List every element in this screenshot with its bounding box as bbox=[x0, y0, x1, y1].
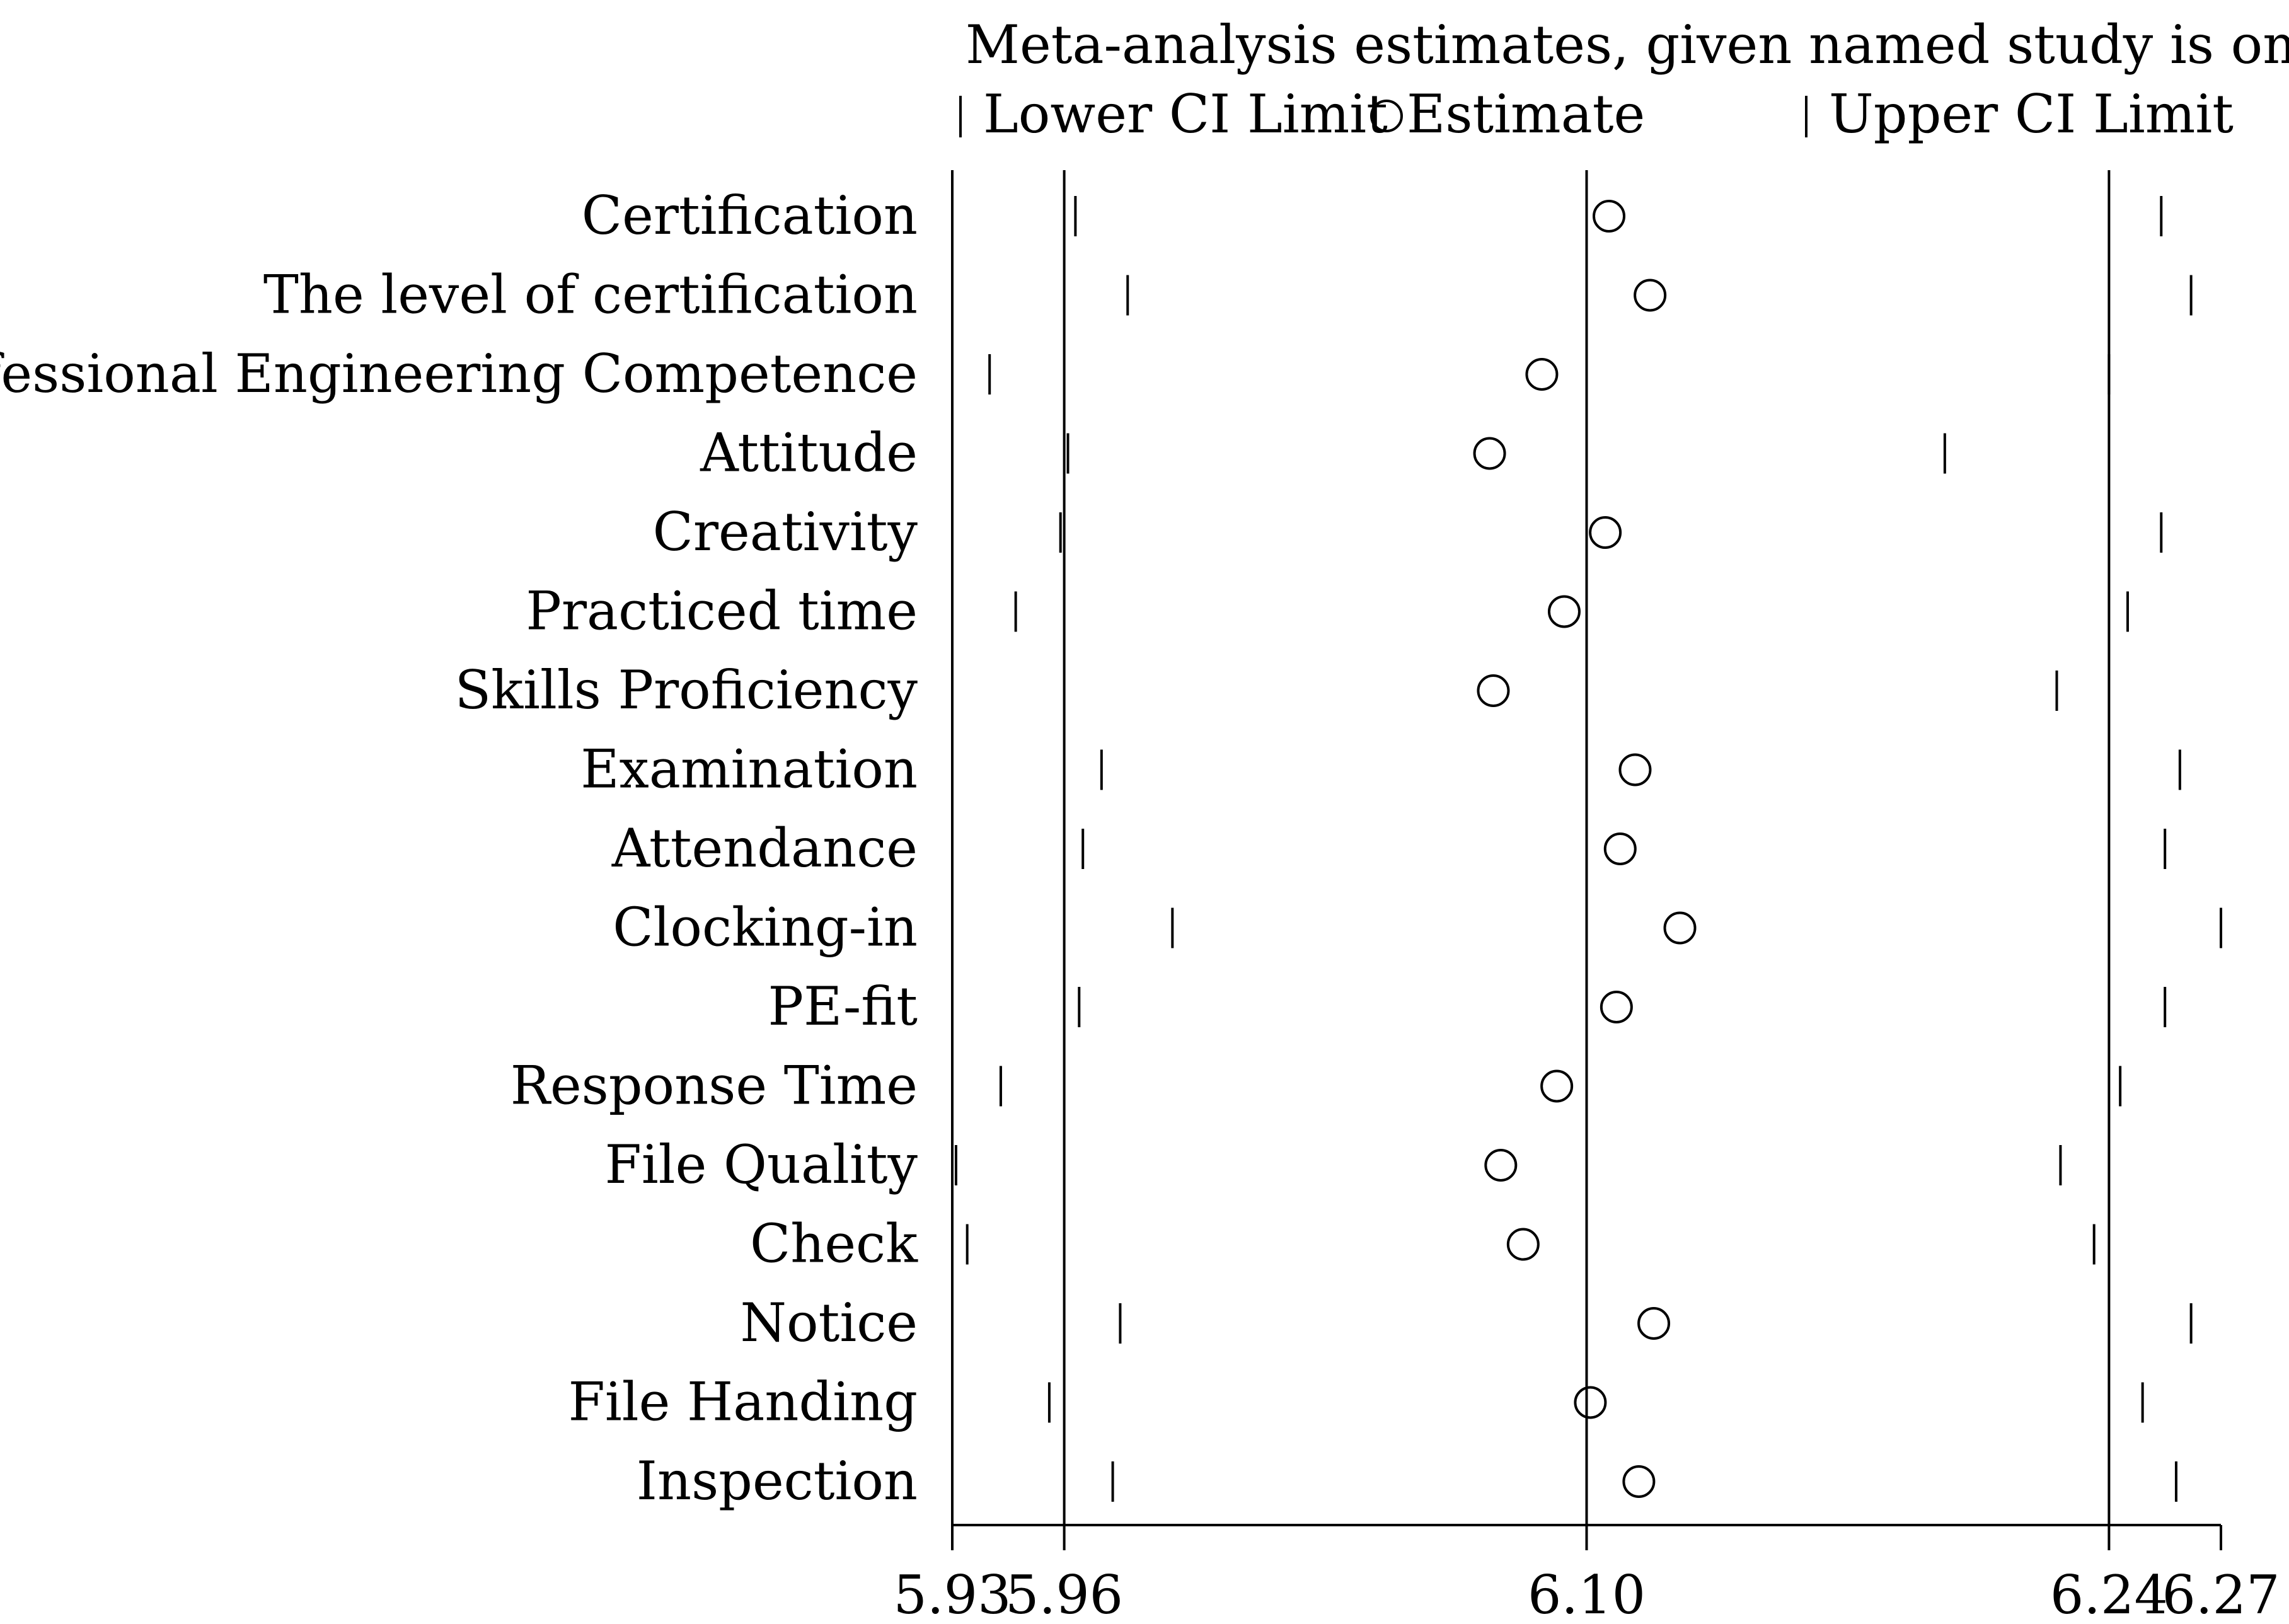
legend-estimate-label: Estimate bbox=[1407, 83, 1645, 145]
estimate-marker bbox=[1473, 437, 1506, 470]
estimate-marker bbox=[1477, 674, 1510, 707]
x-tick-label: 5.96 bbox=[1005, 1564, 1123, 1624]
estimate-marker bbox=[1634, 279, 1667, 312]
estimate-marker bbox=[1622, 1465, 1656, 1498]
study-label: Practiced time bbox=[526, 580, 918, 642]
estimate-marker bbox=[1506, 1228, 1540, 1261]
x-tick-label: 6.24 bbox=[2050, 1564, 2168, 1624]
legend-estimate-marker bbox=[1370, 100, 1403, 132]
estimate-marker bbox=[1547, 595, 1581, 628]
study-label: Skills Proficiency bbox=[455, 659, 918, 721]
study-label: Attitude bbox=[700, 422, 918, 484]
x-tick-label: 6.27 bbox=[2162, 1564, 2280, 1624]
chart-title: Meta-analysis estimates, given named stu… bbox=[966, 14, 2289, 76]
study-label: File Handing bbox=[568, 1371, 918, 1433]
estimate-marker bbox=[1574, 1386, 1607, 1419]
x-tick-label: 6.10 bbox=[1528, 1564, 1646, 1624]
estimate-marker bbox=[1618, 753, 1652, 786]
estimate-marker bbox=[1637, 1307, 1671, 1340]
study-label: Professional Engineering Competence bbox=[0, 343, 918, 405]
study-label: Creativity bbox=[653, 501, 918, 563]
study-label: Response Time bbox=[510, 1055, 918, 1117]
study-label: Examination bbox=[580, 739, 918, 800]
study-label: Check bbox=[750, 1213, 918, 1275]
estimate-marker bbox=[1600, 991, 1633, 1023]
plot-area: 5.935.96 6.10 6.246.27 Certification The lev… bbox=[0, 170, 2280, 1624]
legend-lower-label: Lower CI Limit bbox=[983, 83, 1388, 145]
estimate-marker bbox=[1589, 516, 1622, 549]
estimate-marker bbox=[1525, 358, 1559, 391]
study-label: Inspection bbox=[637, 1450, 918, 1512]
x-tick-label: 5.93 bbox=[893, 1564, 1011, 1624]
estimate-marker bbox=[1593, 200, 1626, 233]
study-label: Clocking-in bbox=[613, 897, 918, 959]
legend: Lower CI Limit Estimate Upper CI Limit bbox=[959, 83, 2234, 145]
estimate-marker bbox=[1484, 1149, 1518, 1182]
study-label: Certification bbox=[582, 185, 918, 246]
estimate-marker bbox=[1603, 832, 1637, 865]
legend-upper-label: Upper CI Limit bbox=[1829, 83, 2234, 145]
study-label: PE-fit bbox=[768, 976, 918, 1037]
study-label: Notice bbox=[741, 1292, 918, 1354]
study-label: Attendance bbox=[611, 817, 918, 879]
estimate-marker bbox=[1540, 1069, 1574, 1103]
study-label: The level of certification bbox=[263, 264, 918, 326]
study-label: File Quality bbox=[605, 1134, 918, 1195]
estimate-marker bbox=[1663, 911, 1697, 945]
